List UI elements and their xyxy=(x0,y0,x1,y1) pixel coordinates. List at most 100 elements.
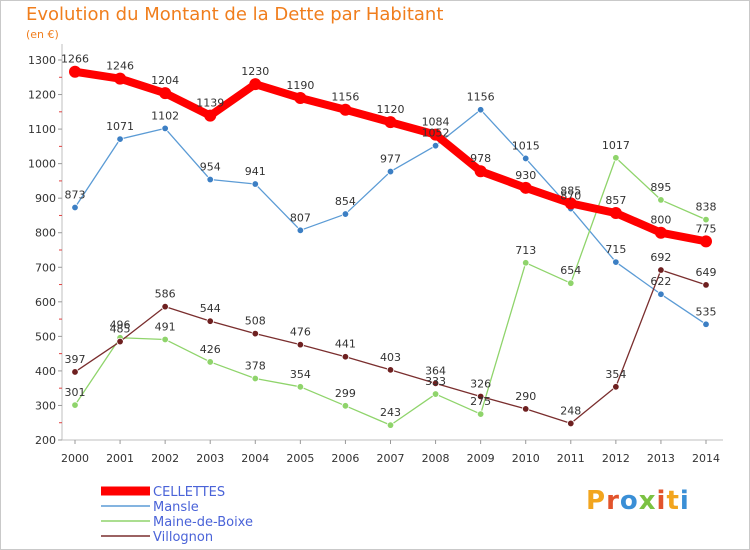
data-label: 854 xyxy=(335,195,356,208)
data-label: 299 xyxy=(335,387,356,400)
y-tick-label: 300 xyxy=(35,399,56,412)
data-label: 378 xyxy=(245,360,266,373)
data-point xyxy=(386,366,395,374)
data-label: 426 xyxy=(200,343,221,356)
x-tick-label: 2007 xyxy=(377,452,405,465)
data-label: 1139 xyxy=(196,97,224,110)
data-point xyxy=(71,203,79,212)
legend-label: Mansle xyxy=(153,500,199,515)
data-point xyxy=(431,390,440,398)
data-label: 1052 xyxy=(422,127,450,140)
legend-label: Villognon xyxy=(153,530,213,545)
data-point xyxy=(159,87,172,100)
data-label: 364 xyxy=(425,364,446,377)
data-label: 1120 xyxy=(377,103,405,116)
data-point xyxy=(474,165,487,178)
data-point xyxy=(296,383,305,391)
y-tick-label: 500 xyxy=(35,330,56,343)
data-label: 333 xyxy=(425,375,446,388)
data-label: 403 xyxy=(380,351,401,364)
data-point xyxy=(431,141,440,150)
data-label: 838 xyxy=(696,201,717,214)
data-label: 1190 xyxy=(286,79,314,92)
data-point xyxy=(71,368,79,376)
legend-label: Maine-de-Boixe xyxy=(153,515,253,530)
chart-subtitle: (en €) xyxy=(26,28,59,41)
data-point xyxy=(161,124,169,133)
y-tick-label: 200 xyxy=(35,434,56,447)
data-label: 1015 xyxy=(512,139,540,152)
data-point xyxy=(654,226,667,239)
x-tick-label: 2001 xyxy=(106,452,134,465)
data-label: 496 xyxy=(110,319,131,332)
x-tick-label: 2013 xyxy=(647,452,675,465)
data-label: 954 xyxy=(200,161,221,174)
data-point xyxy=(702,320,710,328)
y-tick-label: 1000 xyxy=(28,158,56,171)
data-label: 715 xyxy=(605,243,626,256)
data-point xyxy=(564,197,577,210)
data-label: 895 xyxy=(650,181,671,194)
data-label: 290 xyxy=(515,390,536,403)
x-tick-label: 2010 xyxy=(512,452,540,465)
x-tick-label: 2000 xyxy=(61,452,89,465)
x-tick-label: 2003 xyxy=(196,452,224,465)
data-label: 692 xyxy=(650,251,671,264)
data-point xyxy=(612,258,620,266)
data-point xyxy=(339,103,352,116)
data-point xyxy=(161,335,169,344)
y-tick-label: 400 xyxy=(35,365,56,378)
data-point xyxy=(522,154,530,163)
data-point xyxy=(341,402,350,410)
data-point xyxy=(384,116,397,129)
data-label: 1156 xyxy=(467,91,495,104)
logo-letter: i xyxy=(656,486,667,516)
data-label: 1246 xyxy=(106,60,134,73)
data-label: 870 xyxy=(560,190,581,203)
data-point xyxy=(431,379,440,388)
data-label: 476 xyxy=(290,326,311,339)
data-label: 873 xyxy=(65,189,86,202)
data-label: 354 xyxy=(605,368,626,381)
data-point xyxy=(251,329,259,338)
data-label: 800 xyxy=(650,214,671,227)
data-point xyxy=(114,72,127,85)
x-tick-label: 2005 xyxy=(286,452,314,465)
legend-label: CELLETTES xyxy=(153,485,225,500)
data-point xyxy=(69,65,81,78)
y-tick-label: 1300 xyxy=(28,54,56,67)
data-point xyxy=(116,135,124,143)
data-label: 1230 xyxy=(241,65,269,78)
data-label: 485 xyxy=(110,323,131,336)
data-point xyxy=(612,154,620,162)
data-label: 248 xyxy=(560,404,581,417)
data-label: 654 xyxy=(560,264,581,277)
data-label: 930 xyxy=(515,169,536,182)
x-tick-label: 2004 xyxy=(241,452,269,465)
data-label: 885 xyxy=(560,184,581,197)
x-tick-label: 2002 xyxy=(151,452,179,465)
data-point xyxy=(702,215,710,224)
x-tick-label: 2012 xyxy=(602,452,630,465)
y-tick-label: 1200 xyxy=(28,89,56,102)
data-label: 544 xyxy=(200,302,221,315)
data-point xyxy=(206,317,214,325)
data-label: 243 xyxy=(380,406,401,419)
data-point xyxy=(609,207,622,220)
data-label: 441 xyxy=(335,338,356,351)
logo-letter: t xyxy=(666,486,680,516)
logo-letter: r xyxy=(606,486,620,516)
data-label: 1084 xyxy=(422,116,450,129)
data-label: 857 xyxy=(605,194,626,207)
data-label: 977 xyxy=(380,153,401,166)
logo-letter: i xyxy=(679,486,690,516)
logo-letter: o xyxy=(619,486,639,516)
data-label: 326 xyxy=(470,377,491,390)
data-point xyxy=(567,419,575,428)
data-label: 713 xyxy=(515,244,536,257)
data-point xyxy=(567,279,575,287)
data-label: 535 xyxy=(696,305,717,318)
data-point xyxy=(386,167,395,176)
data-point xyxy=(657,290,665,298)
